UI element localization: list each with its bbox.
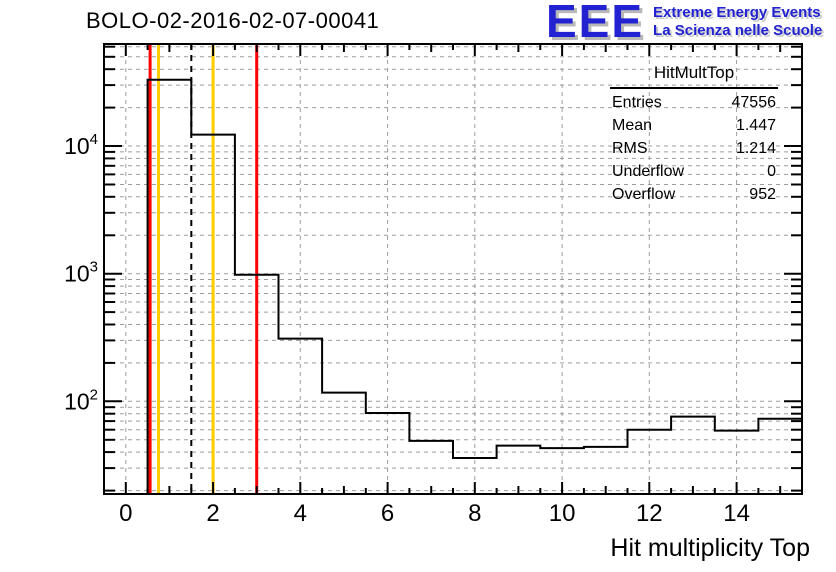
y-tick-label: 104 <box>64 131 98 159</box>
x-tick-label: 12 <box>636 500 663 527</box>
stats-row: Entries 47556 <box>610 91 778 114</box>
eee-logo-line2: La Scienza nelle Scuole <box>653 22 823 39</box>
stats-row-label: RMS <box>612 140 648 157</box>
stats-row-label: Entries <box>612 94 662 111</box>
stats-box-rows: Entries 47556 Mean 1.447 RMS 1.214 Underflow 0 O… <box>610 91 778 206</box>
stats-row-value: 952 <box>749 186 776 203</box>
x-tick-label: 8 <box>468 500 481 527</box>
stats-row-label: Overflow <box>612 186 676 203</box>
eee-logo-line1: Extreme Energy Events <box>653 4 821 21</box>
x-tick-label: 14 <box>723 500 750 527</box>
histogram-line <box>104 78 802 495</box>
x-tick-label: 10 <box>549 500 576 527</box>
stats-row: RMS 1.214 <box>610 137 778 160</box>
plot-title: BOLO-02-2016-02-07-00041 <box>86 8 380 33</box>
stats-row-label: Mean <box>612 117 653 134</box>
stats-row-value: 1.214 <box>735 140 776 157</box>
eee-logo-letters: EEE <box>546 0 645 47</box>
stats-row: Overflow 952 <box>610 183 778 206</box>
stats-row-value: 47556 <box>731 94 777 111</box>
stats-box-title: HitMultTop <box>610 63 778 89</box>
stats-row-value: 0 <box>767 163 776 180</box>
x-tick-label: 2 <box>206 500 219 527</box>
stats-row: Mean 1.447 <box>610 114 778 137</box>
stats-row-value: 1.447 <box>735 117 776 134</box>
stats-row: Underflow 0 <box>610 160 778 183</box>
x-tick-label: 4 <box>294 500 307 527</box>
x-tick-label: 0 <box>119 500 132 527</box>
eee-logo-text: Extreme Energy Events La Scienza nelle S… <box>653 4 822 40</box>
x-axis-title: Hit multiplicity Top <box>610 534 810 562</box>
eee-logo: EEE Extreme Energy Events La Scienza nel… <box>546 0 822 47</box>
y-tick-label: 102 <box>64 386 98 414</box>
y-tick-label: 103 <box>64 259 98 287</box>
stats-box: HitMultTop Entries 47556 Mean 1.447 RMS 1.214… <box>610 63 778 206</box>
x-tick-label: 6 <box>381 500 394 527</box>
stats-row-label: Underflow <box>612 163 685 180</box>
